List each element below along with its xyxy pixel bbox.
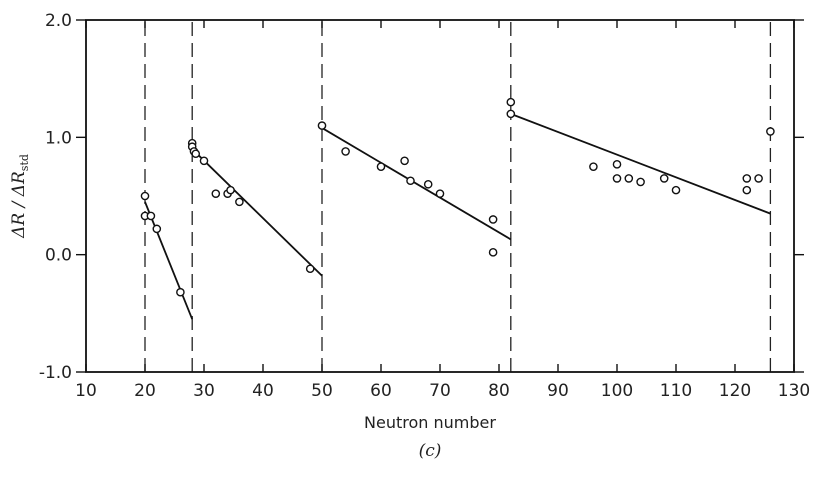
x-tick-label: 50 <box>311 381 333 401</box>
data-point <box>659 174 669 183</box>
y-tick-label: 0.0 <box>45 246 72 266</box>
y-axis-label: ΔR / ΔRstd <box>9 154 31 239</box>
data-point <box>152 224 162 234</box>
data-point <box>624 174 634 183</box>
y-axis-label-main: ΔR / ΔR <box>9 171 29 239</box>
x-tick-label: 30 <box>193 381 215 401</box>
data-point <box>146 211 156 221</box>
data-point <box>636 177 645 187</box>
data-point <box>400 156 409 166</box>
x-tick-label: 100 <box>601 381 633 401</box>
x-tick-label: 110 <box>660 381 692 401</box>
data-points <box>140 97 775 297</box>
x-axis-label: Neutron number <box>364 413 496 432</box>
data-point <box>589 162 598 171</box>
y-tick-label: -1.0 <box>39 363 72 383</box>
data-point <box>435 189 445 198</box>
data-point <box>140 191 150 201</box>
x-tick-label: 80 <box>488 381 510 401</box>
data-point <box>754 174 763 183</box>
data-point <box>506 97 516 107</box>
data-point <box>226 185 235 195</box>
magic-number-lines <box>144 22 772 372</box>
data-point <box>406 176 415 186</box>
y-tick-labels: -1.0 0.0 1.0 2.0 <box>39 11 72 383</box>
x-tick-label: 60 <box>370 381 392 401</box>
data-point <box>671 185 681 195</box>
fit-lines <box>144 113 771 320</box>
x-tick-label: 10 <box>75 381 97 401</box>
data-point <box>612 174 622 183</box>
data-point <box>199 156 209 166</box>
data-point <box>305 264 315 274</box>
data-point <box>317 121 327 130</box>
data-point <box>211 189 221 198</box>
data-point <box>766 127 775 136</box>
x-tick-labels: 10 20 30 40 50 60 70 80 90 100 110 120 130 <box>75 381 810 401</box>
panel-label: (c) <box>419 441 442 461</box>
axis-ticks <box>76 19 804 373</box>
data-point <box>176 287 185 297</box>
x-tick-label: 20 <box>134 381 156 401</box>
fit-line <box>510 113 771 215</box>
y-tick-label: 2.0 <box>45 11 72 31</box>
data-point <box>235 197 244 207</box>
data-point <box>742 174 752 183</box>
fit-line <box>144 201 194 320</box>
x-tick-label: 120 <box>719 381 751 401</box>
x-tick-label: 130 <box>778 381 810 401</box>
data-point <box>612 160 622 169</box>
y-tick-label: 1.0 <box>45 128 72 148</box>
data-point <box>341 147 350 156</box>
data-point <box>191 149 201 159</box>
data-point <box>488 248 498 257</box>
data-point <box>423 179 433 189</box>
fit-line <box>321 127 512 241</box>
x-tick-label: 40 <box>252 381 274 401</box>
x-tick-label: 70 <box>429 381 451 401</box>
data-point <box>506 109 516 119</box>
fit-line <box>191 148 323 277</box>
data-point <box>742 185 752 195</box>
y-axis-label-subscript: std <box>18 154 31 171</box>
x-tick-label: 90 <box>547 381 569 401</box>
data-point <box>488 215 498 224</box>
data-point <box>376 162 386 171</box>
